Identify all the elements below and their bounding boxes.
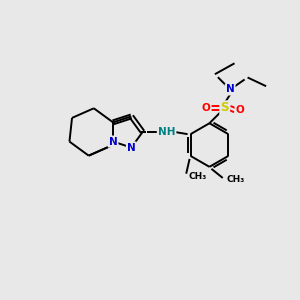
Text: N: N bbox=[109, 136, 117, 147]
Text: O: O bbox=[236, 105, 244, 115]
Text: N: N bbox=[226, 85, 235, 94]
Text: S: S bbox=[220, 101, 229, 115]
Text: NH: NH bbox=[158, 127, 175, 137]
Text: N: N bbox=[127, 142, 136, 152]
Text: O: O bbox=[202, 103, 211, 113]
Text: CH₃: CH₃ bbox=[188, 172, 206, 181]
Text: CH₃: CH₃ bbox=[227, 176, 245, 184]
